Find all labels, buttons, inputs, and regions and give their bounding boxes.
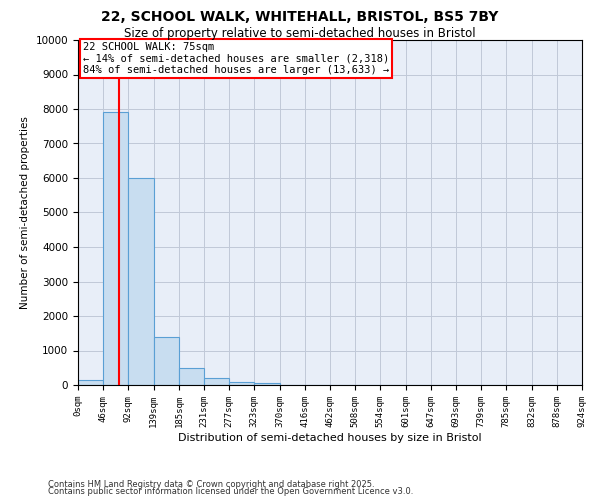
Bar bbox=[103, 112, 128, 385]
Bar bbox=[128, 178, 154, 385]
Text: Contains public sector information licensed under the Open Government Licence v3: Contains public sector information licen… bbox=[48, 487, 413, 496]
Bar bbox=[254, 384, 280, 385]
Y-axis label: Number of semi-detached properties: Number of semi-detached properties bbox=[20, 116, 30, 309]
Bar bbox=[78, 380, 103, 385]
Bar bbox=[229, 382, 254, 385]
Bar bbox=[154, 336, 179, 385]
Text: Size of property relative to semi-detached houses in Bristol: Size of property relative to semi-detach… bbox=[124, 28, 476, 40]
X-axis label: Distribution of semi-detached houses by size in Bristol: Distribution of semi-detached houses by … bbox=[178, 432, 482, 442]
Bar bbox=[204, 378, 229, 385]
Text: 22, SCHOOL WALK, WHITEHALL, BRISTOL, BS5 7BY: 22, SCHOOL WALK, WHITEHALL, BRISTOL, BS5… bbox=[101, 10, 499, 24]
Text: Contains HM Land Registry data © Crown copyright and database right 2025.: Contains HM Land Registry data © Crown c… bbox=[48, 480, 374, 489]
Bar bbox=[179, 368, 204, 385]
Text: 22 SCHOOL WALK: 75sqm
← 14% of semi-detached houses are smaller (2,318)
84% of s: 22 SCHOOL WALK: 75sqm ← 14% of semi-deta… bbox=[83, 42, 389, 75]
